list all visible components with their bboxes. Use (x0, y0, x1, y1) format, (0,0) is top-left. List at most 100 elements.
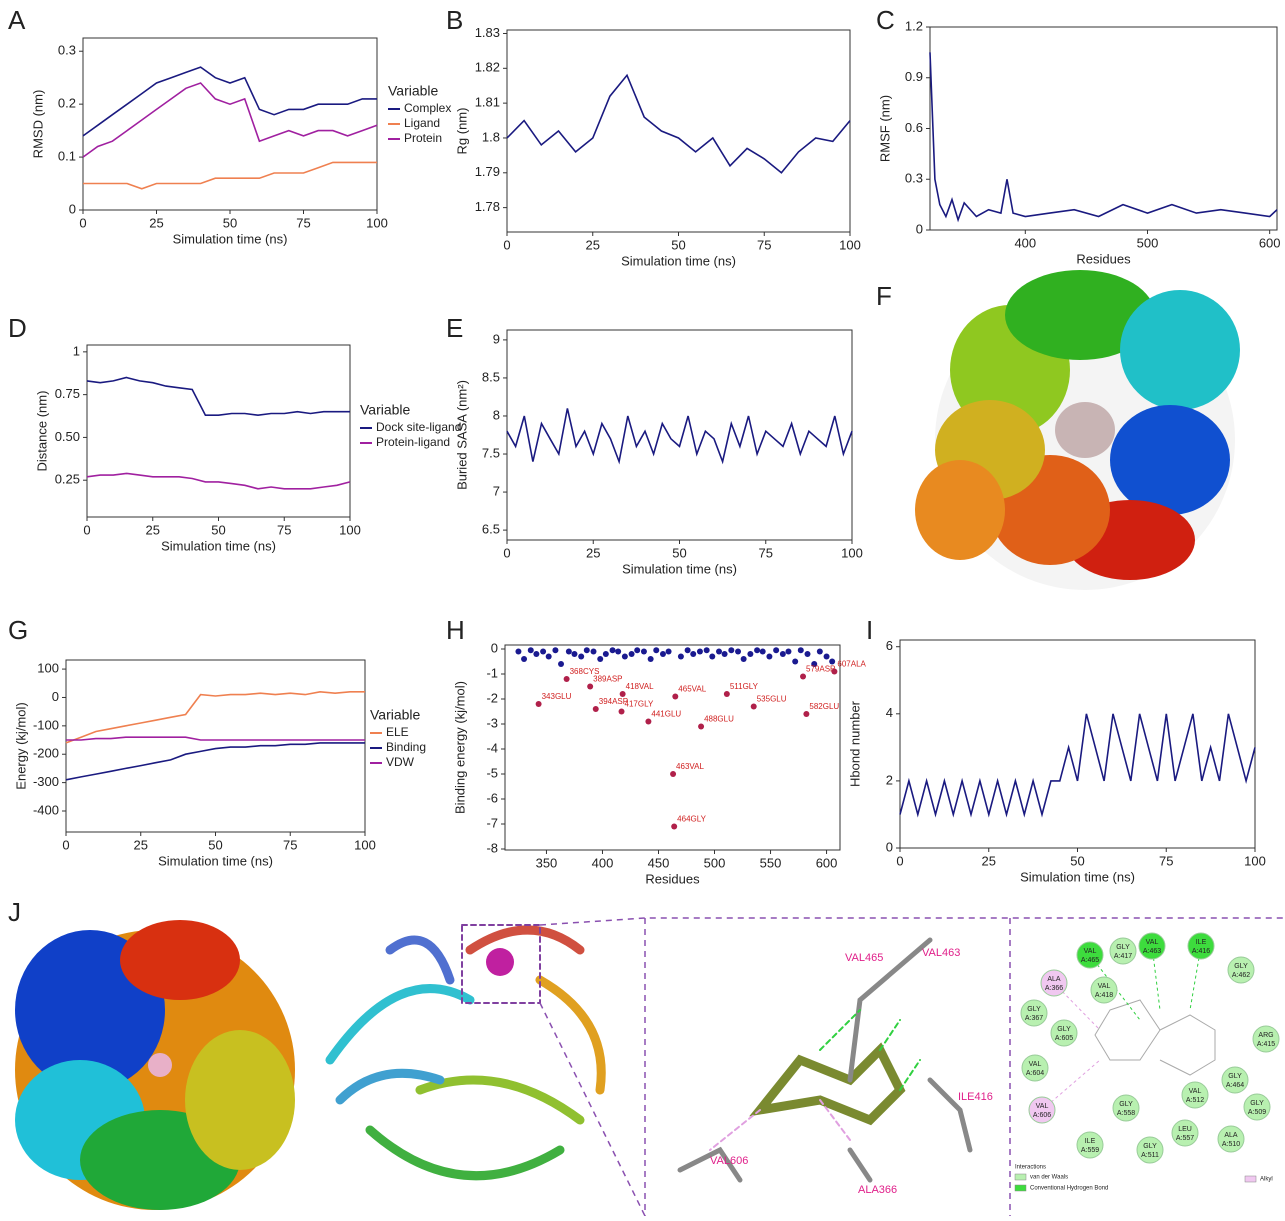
panel-letter: A (8, 5, 26, 35)
panel-letter: D (8, 313, 27, 343)
residue-node (1028, 1096, 1056, 1124)
point (800, 673, 807, 680)
residue-node (1252, 1025, 1280, 1053)
x-tick-label: 0 (83, 522, 90, 537)
point (698, 723, 705, 730)
x-tick-label: 75 (283, 837, 297, 852)
x-tick-label: 100 (354, 837, 376, 852)
point (659, 651, 666, 657)
x-tick-label: 400 (1014, 235, 1036, 250)
y-tick-label: 100 (37, 661, 59, 676)
x-tick-label: 50 (1070, 853, 1084, 868)
y-tick-label: -4 (486, 740, 498, 755)
residue-node (1109, 937, 1137, 965)
y-axis-label: Buried SASA (nm²) (454, 380, 469, 490)
residue-name: GLY (1027, 1006, 1041, 1013)
y-tick-label: 1.81 (475, 95, 500, 110)
x-axis-label: Simulation time (ns) (1020, 869, 1135, 884)
residue-name: GLY (1234, 963, 1248, 970)
point-label: 607ALA (837, 660, 866, 669)
point-label: 394ASP (599, 697, 628, 706)
point-label: 579ASP (806, 665, 835, 674)
point (677, 653, 684, 660)
x-tick-label: 0 (896, 853, 903, 868)
residue-name: VAL (1029, 1061, 1042, 1068)
plot-frame (506, 329, 853, 541)
point (690, 651, 697, 657)
point (740, 656, 747, 662)
residue-node (1076, 941, 1104, 969)
point-label: 463VAL (676, 762, 704, 771)
residue-id: A:463 (1143, 948, 1161, 955)
residue-id: A:605 (1055, 1035, 1073, 1042)
ligand-sticks (677, 937, 973, 1183)
panel-letter: C (876, 5, 895, 35)
point (535, 701, 542, 707)
residue-id: A:415 (1257, 1041, 1275, 1048)
y-tick-label: 1 (73, 343, 80, 358)
point (563, 676, 570, 682)
point-label: 418VAL (626, 682, 654, 691)
point (750, 703, 757, 710)
legend-label: Dock site-ligand (376, 420, 461, 434)
residue-node (1243, 1093, 1271, 1121)
residue-id: A:462 (1232, 972, 1250, 979)
x-tick-label: 550 (760, 855, 782, 870)
y-tick-label: -100 (33, 717, 59, 732)
x-tick-label: 50 (208, 837, 222, 852)
y-tick-label: 7 (493, 484, 500, 499)
residue-name: GLY (1228, 1073, 1242, 1080)
point (615, 648, 622, 655)
legend-title: Interactions (1015, 1165, 1046, 1171)
point (671, 823, 678, 830)
point (823, 653, 830, 660)
residue-node (1138, 932, 1166, 960)
residue-node (1040, 969, 1068, 997)
y-tick-label: 6.5 (482, 522, 500, 537)
point-label: 465VAL (678, 685, 706, 694)
series-line (506, 408, 853, 465)
cartoon-model (325, 924, 606, 1181)
x-tick-label: 75 (1159, 853, 1173, 868)
panel-letter: E (446, 313, 463, 343)
residue-node (1221, 1066, 1249, 1094)
residue-id: A:509 (1248, 1109, 1266, 1116)
residue-id: A:604 (1026, 1070, 1044, 1077)
residue-id: A:418 (1095, 992, 1113, 999)
residue-id: A:512 (1186, 1097, 1204, 1104)
residue-name: VAL (1146, 939, 1159, 946)
residue-node (1187, 932, 1215, 960)
point-label: 464GLY (677, 815, 706, 824)
residue-id: A:606 (1033, 1112, 1051, 1119)
y-tick-label: -7 (486, 815, 498, 830)
y-tick-label: 0 (491, 640, 498, 655)
residue-node (1020, 999, 1048, 1027)
y-tick-label: 0.25 (55, 472, 80, 487)
y-tick-label: 1.83 (475, 25, 500, 40)
legend-label: Protein-ligand (376, 435, 450, 449)
point (779, 651, 786, 657)
structure-ensemble (915, 270, 1240, 590)
x-tick-label: 500 (704, 855, 726, 870)
point (773, 647, 780, 654)
residue-name: VAL (1098, 983, 1111, 990)
series-line (65, 690, 365, 744)
x-tick-label: 350 (536, 855, 558, 870)
series-line (83, 161, 377, 190)
x-axis-label: Simulation time (ns) (158, 853, 273, 868)
y-tick-label: -300 (33, 774, 59, 789)
residue-name: ALA (1047, 976, 1061, 983)
residue-name: GLY (1143, 1143, 1157, 1150)
point (545, 653, 552, 660)
point (804, 651, 811, 657)
residue-node (1136, 1136, 1164, 1164)
point (552, 647, 559, 654)
x-tick-label: 50 (671, 237, 685, 252)
x-tick-label: 50 (672, 545, 686, 560)
y-tick-label: 0.3 (905, 171, 923, 186)
panel-letter: I (866, 615, 873, 645)
y-tick-label: 0.2 (58, 96, 76, 111)
residue-name: LEU (1178, 1126, 1192, 1133)
legend-swatch (1014, 1173, 1027, 1181)
point (672, 693, 679, 700)
